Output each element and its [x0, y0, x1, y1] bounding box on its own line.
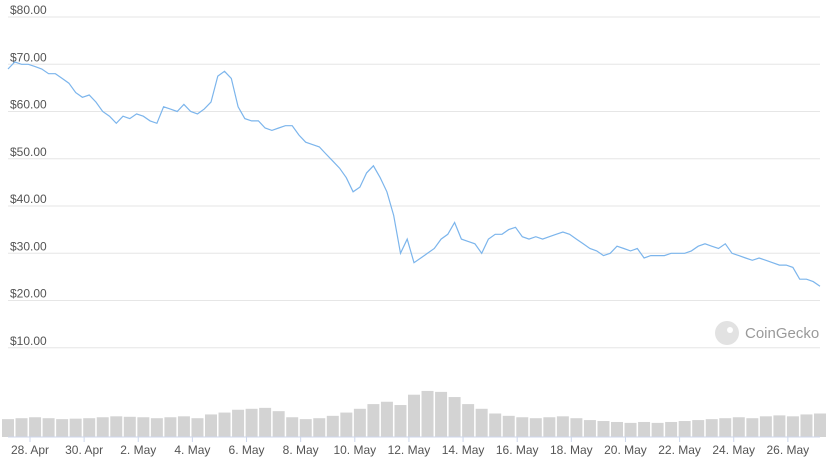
volume-bar [624, 422, 637, 437]
volume-bar [638, 421, 651, 437]
x-tick-label: 12. May [388, 443, 431, 457]
volume-bar [150, 418, 163, 437]
volume-bar [543, 417, 556, 437]
volume-bar [29, 417, 42, 437]
x-tick-label: 28. Apr [11, 443, 49, 457]
volume-bar [462, 404, 475, 437]
volume-bar [42, 418, 55, 437]
y-tick-label: $80.00 [10, 3, 47, 17]
volume-bar [177, 416, 190, 437]
volume-bar [15, 418, 28, 437]
volume-bar [313, 418, 326, 437]
volume-bar [814, 413, 826, 437]
volume-bar [110, 416, 123, 437]
y-tick-label: $30.00 [10, 239, 47, 253]
x-tick-label: 4. May [174, 443, 210, 457]
volume-bar [353, 408, 366, 437]
volume-bar [394, 405, 407, 437]
x-tick-label: 2. May [120, 443, 156, 457]
y-tick-label: $50.00 [10, 145, 47, 159]
plot: $10.00 $20.00 $30.00 $40.00 $50.00 $60.00 $70.… [2, 3, 826, 457]
volume-bar [516, 417, 529, 437]
volume-bar [380, 401, 393, 437]
volume-bar [286, 417, 299, 437]
volume-bar [475, 408, 488, 437]
volume-bar [597, 421, 610, 437]
volume-bar [746, 418, 759, 437]
volume-bar [96, 417, 109, 437]
volume-bar [205, 414, 217, 437]
volume-bar [421, 390, 434, 437]
volume-bar [408, 394, 420, 437]
volume-bar [164, 417, 177, 437]
price-line [7, 61, 821, 287]
watermark-logo [715, 321, 739, 345]
volume-bar [570, 418, 583, 437]
x-tick-label: 26. May [767, 443, 810, 457]
volume-bar [773, 415, 786, 437]
y-tick-label: $60.00 [10, 98, 47, 112]
volume-bar [123, 416, 136, 437]
volume-bar [489, 413, 502, 437]
volume-bar [502, 415, 515, 437]
volume-bar [692, 420, 705, 437]
watermark: CoinGecko [745, 325, 819, 342]
x-tick-label: 6. May [229, 443, 265, 457]
volume-bar [611, 421, 623, 437]
volume-bar [651, 422, 664, 437]
volume-bar [678, 421, 691, 437]
volume-bar [732, 417, 745, 437]
x-tick-label: 16. May [496, 443, 539, 457]
volume-bar [259, 407, 272, 437]
volume-bar [583, 420, 596, 437]
volume-bar [705, 419, 718, 437]
volume-bar [665, 421, 678, 437]
volume-bar [191, 418, 204, 437]
x-tick-label: 22. May [658, 443, 701, 457]
volume-bar [719, 418, 732, 437]
volume-bar [800, 414, 813, 437]
volume-bar [272, 411, 285, 437]
volume-bar [137, 417, 150, 437]
x-tick-label: 14. May [442, 443, 485, 457]
y-tick-label: $70.00 [10, 50, 47, 64]
y-tick-label: $10.00 [10, 334, 47, 348]
volume-bar [367, 404, 380, 437]
volume-bar [232, 409, 245, 437]
x-tick-label: 8. May [283, 443, 319, 457]
volume-bar [245, 408, 258, 437]
x-tick-label: 18. May [550, 443, 593, 457]
x-tick-label: 20. May [604, 443, 647, 457]
volume-bar [529, 418, 542, 437]
volume-bar [56, 419, 69, 437]
volume-bar [326, 415, 339, 437]
x-tick-label: 24. May [712, 443, 755, 457]
volume-bar [83, 418, 96, 437]
volume-bar [435, 391, 448, 437]
x-tick-label: 30. Apr [65, 443, 103, 457]
volume-bar [556, 416, 569, 437]
volume-bar [2, 419, 14, 437]
volume-bar [759, 416, 772, 437]
volume-bar [448, 397, 461, 437]
volume-bar [340, 412, 353, 437]
volume-bar [786, 416, 799, 437]
volume-bar [69, 418, 82, 437]
x-tick-label: 10. May [333, 443, 376, 457]
volume-bar [299, 419, 312, 437]
volume-bar [218, 412, 231, 437]
y-tick-label: $20.00 [10, 287, 47, 301]
y-tick-label: $40.00 [10, 192, 47, 206]
